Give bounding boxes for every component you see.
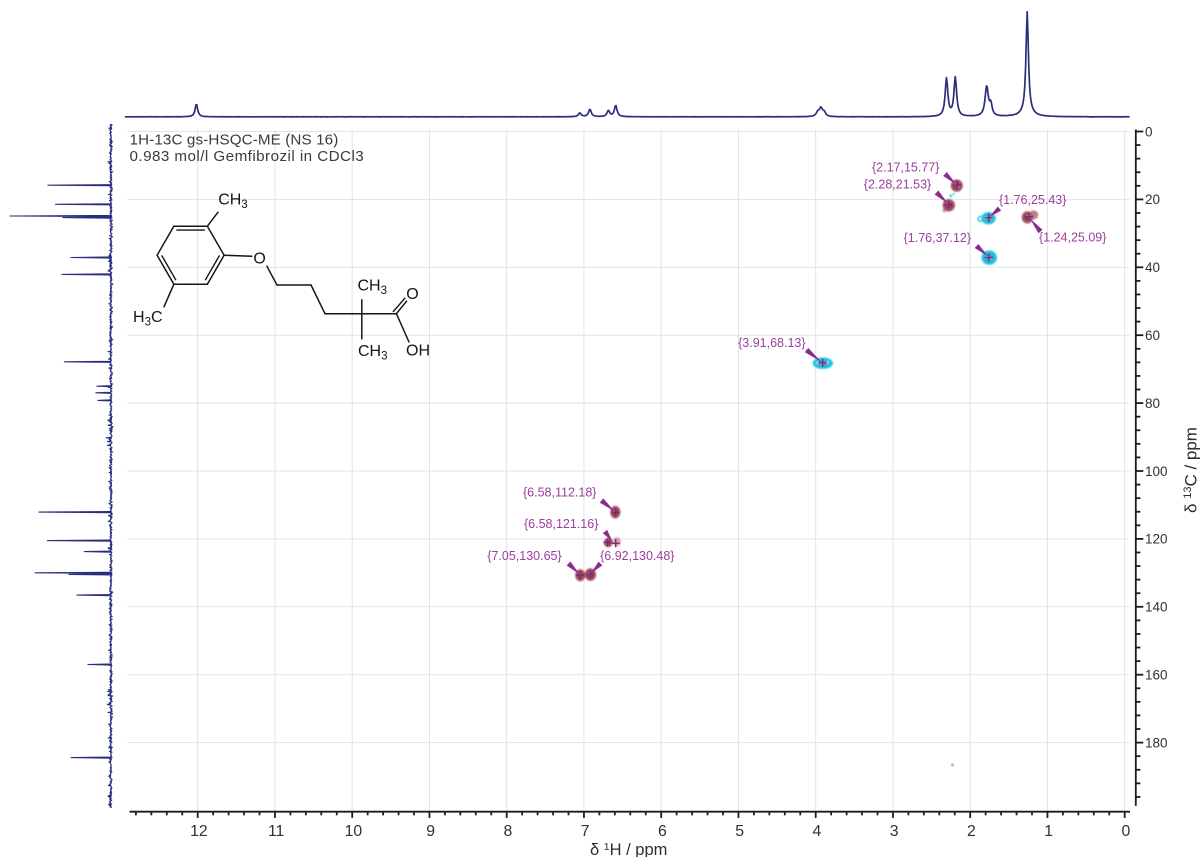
svg-text:{2.28,21.53}: {2.28,21.53} bbox=[864, 178, 931, 192]
svg-text:10: 10 bbox=[345, 823, 363, 840]
svg-text:4: 4 bbox=[813, 823, 822, 840]
svg-text:140: 140 bbox=[1145, 600, 1168, 615]
svg-text:0.983 mol/l Gemfibrozil in CDC: 0.983 mol/l Gemfibrozil in CDCl3 bbox=[130, 148, 365, 165]
svg-text:{3.91,68.13}: {3.91,68.13} bbox=[738, 336, 805, 350]
svg-text:δ 1H / ppm: δ 1H / ppm bbox=[590, 841, 667, 857]
svg-text:0: 0 bbox=[1122, 823, 1131, 840]
svg-text:OH: OH bbox=[406, 342, 430, 359]
svg-text:6: 6 bbox=[658, 823, 667, 840]
svg-text:O: O bbox=[253, 250, 265, 267]
svg-text:11: 11 bbox=[268, 823, 285, 840]
svg-text:40: 40 bbox=[1145, 260, 1160, 275]
svg-text:{7.05,130.65}: {7.05,130.65} bbox=[487, 549, 561, 563]
svg-text:{2.17,15.77}: {2.17,15.77} bbox=[872, 160, 939, 174]
svg-text:2: 2 bbox=[967, 823, 976, 840]
svg-text:7: 7 bbox=[581, 823, 590, 840]
svg-text:{6.58,121.16}: {6.58,121.16} bbox=[524, 517, 598, 531]
svg-text:3: 3 bbox=[890, 823, 899, 840]
svg-text:20: 20 bbox=[1145, 192, 1160, 207]
svg-text:120: 120 bbox=[1145, 532, 1168, 547]
svg-text:1: 1 bbox=[1044, 823, 1053, 840]
svg-text:9: 9 bbox=[426, 823, 435, 840]
svg-text:100: 100 bbox=[1145, 464, 1168, 479]
svg-text:12: 12 bbox=[190, 823, 208, 840]
svg-text:60: 60 bbox=[1145, 328, 1160, 343]
svg-text:{6.92,130.48}: {6.92,130.48} bbox=[600, 549, 674, 563]
svg-text:8: 8 bbox=[504, 823, 513, 840]
svg-text:5: 5 bbox=[735, 823, 744, 840]
svg-text:{6.58,112.18}: {6.58,112.18} bbox=[523, 486, 596, 500]
svg-text:{1.76,37.12}: {1.76,37.12} bbox=[904, 231, 971, 245]
svg-text:0: 0 bbox=[1145, 124, 1153, 139]
svg-text:O: O bbox=[406, 286, 418, 303]
svg-text:80: 80 bbox=[1145, 396, 1160, 411]
svg-text:1H-13C gs-HSQC-ME (NS 16): 1H-13C gs-HSQC-ME (NS 16) bbox=[130, 132, 339, 149]
svg-text:δ 13C / ppm: δ 13C / ppm bbox=[1182, 427, 1200, 513]
svg-text:180: 180 bbox=[1145, 735, 1168, 750]
svg-text:{1.24,25.09}: {1.24,25.09} bbox=[1039, 230, 1106, 244]
svg-text:160: 160 bbox=[1145, 668, 1168, 683]
svg-text:{1.76,25.43}: {1.76,25.43} bbox=[999, 193, 1066, 207]
